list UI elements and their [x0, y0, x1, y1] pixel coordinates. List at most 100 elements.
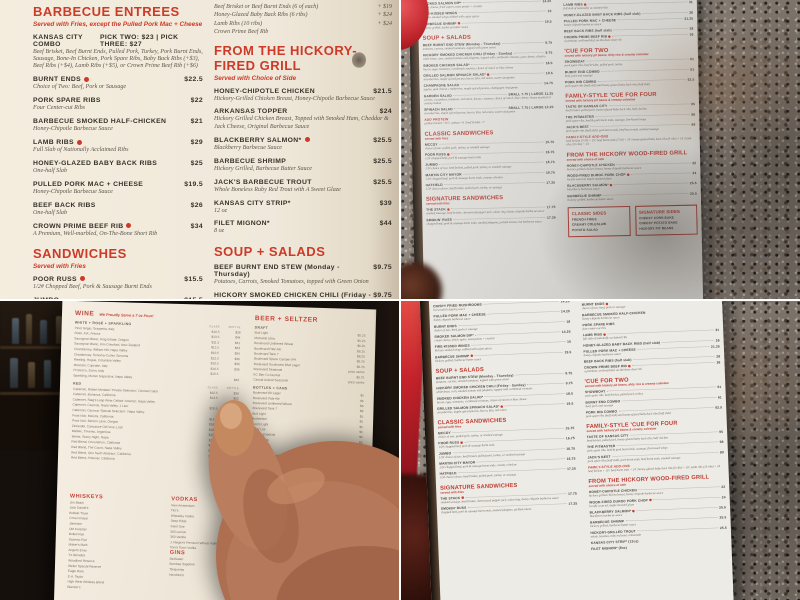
menu-item-price: 62.5 [715, 405, 723, 410]
beer-price: $5.25 [357, 334, 366, 338]
menu-item-desc: Potatoes, Carrots, Smoked Tomatoes, topp… [214, 279, 369, 286]
menu-item-price: + $19 [377, 3, 392, 10]
menu-item-price: 25.5 [689, 181, 697, 186]
wine-glass-price: $10.5 [211, 330, 220, 334]
dotted-leader [586, 58, 689, 62]
menu-item: HONEY-GLAZED BABY BACK RIBS (half slab) 2… [564, 11, 694, 17]
menu-item-desc: Full Slab of Nationally Acclaimed Ribs [33, 147, 129, 154]
dotted-leader [613, 182, 689, 185]
section-subtitle: Served with Fries [33, 263, 86, 271]
spicy-icon [84, 76, 90, 82]
menu-item: CROWN PRIME BEEF RIB $34 [33, 223, 203, 230]
menu-item-price: 18 [566, 319, 571, 324]
section-title: BARBECUE ENTREES [33, 4, 180, 19]
side-box: SIGNATURE SIDES CHEESY CORN BAKE CHEESY PO… [634, 204, 698, 236]
menu-column-left: SMOKED SALMON DIP* 14.25 cream cheese, fri… [422, 0, 558, 300]
menu-item-desc: beef brisket (7/10) + 19 | beef burnt en… [566, 137, 692, 147]
spicy-icon [648, 498, 652, 502]
dotted-leader [595, 113, 690, 117]
menu-item-price: 17.25 [568, 502, 578, 506]
dotted-leader [513, 52, 544, 54]
menu-item-price: 14.25 [561, 330, 571, 334]
side-box-title: SIGNATURE SIDES [638, 208, 680, 215]
menu-item: ARKANSAS TOPPER $24 [214, 108, 392, 115]
menu-item: BEEF BACK RIBS (half slab) 28 [564, 27, 694, 33]
menu-item-price: 19.5 [564, 350, 572, 355]
dotted-leader [453, 93, 507, 96]
beer-price: $6.25 [356, 360, 365, 364]
section-subtitle: Served with Choice of Side [214, 75, 297, 82]
collage-seam-horizontal [0, 299, 800, 301]
side-box-title: CLASSIC SIDES [571, 210, 607, 217]
menu-item-price: $9.75 [373, 264, 392, 272]
spicy-icon [603, 333, 606, 336]
dotted-leader [661, 339, 715, 343]
side-item: HICKORY PIT BEANS [639, 226, 674, 231]
menu-item-name: CROWN PRIME BEEF RIB [33, 223, 132, 230]
menu-page: BARBECUE ENTREES Served with Fries, excep… [0, 0, 400, 300]
wine-title: WINE [74, 309, 95, 318]
dotted-leader [603, 193, 689, 196]
menu-item: LAMB RIBS $29 [33, 139, 203, 146]
menu-item-name: BEEF BURNT END STEW (Monday - Thursday) [214, 264, 340, 279]
spicy-icon [626, 173, 630, 176]
dotted-leader [630, 172, 692, 175]
spicy-icon [446, 208, 450, 211]
menu-item-price: $29 [190, 139, 203, 147]
menu-item-name: HONEY-GLAZED BABY BACK RIBS [33, 159, 158, 167]
menu-item-price: 15.75 [545, 140, 555, 145]
menu-item-price: 89 [719, 450, 725, 455]
spicy-icon [500, 405, 504, 408]
menu-item-price: 19.5 [566, 402, 574, 406]
menu-item-price: 98 [691, 112, 696, 117]
menu-item-price: 16.75 [565, 436, 575, 441]
menu-item-price: 24 [721, 495, 726, 500]
section-subtitle: Served with Fries, except the Pulled Por… [33, 21, 203, 28]
menu-item-price: + $24 [377, 20, 392, 27]
beer-title: BEER + SELTZER [254, 314, 319, 324]
spicy-icon [79, 276, 85, 282]
wine-bottle-price: $41 [234, 341, 241, 346]
menu-item: POOR RUSS $15.5 [33, 276, 203, 283]
menu-item-price: 9.75 [545, 51, 553, 55]
menu-item-price: 26 [715, 338, 720, 343]
menu-item-name: FILET MIGNON* (8oz) [590, 546, 627, 551]
menu-item: Crown Prime Beef Rib [214, 29, 392, 35]
menu-column-left: BARBECUE ENTREES Served with Fries, excep… [33, 4, 203, 300]
menu-item-name: LAMB RIBS [33, 139, 82, 146]
menu-item-price: 18.5 [566, 391, 574, 396]
dotted-leader [601, 68, 689, 72]
menu-item-price: 61 [717, 395, 722, 400]
menu-column-left: CRISPY FRIED MUSHROOMS 14.25 horseradish d… [433, 300, 582, 600]
menu-item-name: KANSAS CITY COMBO [33, 33, 83, 48]
beer-price: $6.25 [357, 349, 366, 354]
menu-item-price: 21.25 [684, 16, 694, 21]
menu-item-desc: Honey-Chipotle Barbecue Sauce [33, 188, 113, 195]
menu-item-price: 16.75 [545, 160, 555, 165]
dotted-leader [501, 42, 544, 44]
dotted-leader [471, 62, 545, 65]
menu-item: Beef Brisket or Beef Burnt Ends (6 of ea… [214, 4, 392, 10]
bottle [44, 360, 51, 388]
menu-item-name: BARBECUE SHRIMP [214, 157, 287, 165]
menu-item-price: 9.75 [565, 371, 573, 376]
menu-item: HONEY-GLAZED BABY BACK RIBS $25 [33, 160, 203, 167]
wine-glass-price: $12.5 [211, 346, 220, 350]
menu-item: PULLED PORK MAC + CHEESE $19.5 [33, 181, 203, 188]
menu-item-price: $15.5 [184, 297, 203, 300]
menu-item-desc: Whole Boneless Ruby Red Trout with A Swe… [214, 186, 341, 193]
menu-item-name: POOR RUSS [33, 276, 85, 283]
dotted-leader [612, 34, 689, 37]
menu-item-name: FILET MIGNON* [214, 220, 270, 228]
menu-item-name: BEEF BACK RIBS (half slab) [563, 28, 612, 34]
beer-header: BEER + SELTZER [255, 314, 366, 325]
menu-item-price: 25.5 [719, 505, 727, 510]
menu-item-name: BEEF BACK RIBS [33, 201, 96, 209]
bottle [56, 316, 62, 344]
menu-item-price: 89 [691, 122, 696, 127]
menu-item-name: PORK SPARE RIBS [33, 97, 101, 105]
bottle [28, 362, 35, 388]
section-title: SOUP + SALADS [214, 243, 326, 259]
menu-item-price: 17.75 [567, 491, 577, 496]
menu-item-price: 14.25 [560, 309, 570, 314]
